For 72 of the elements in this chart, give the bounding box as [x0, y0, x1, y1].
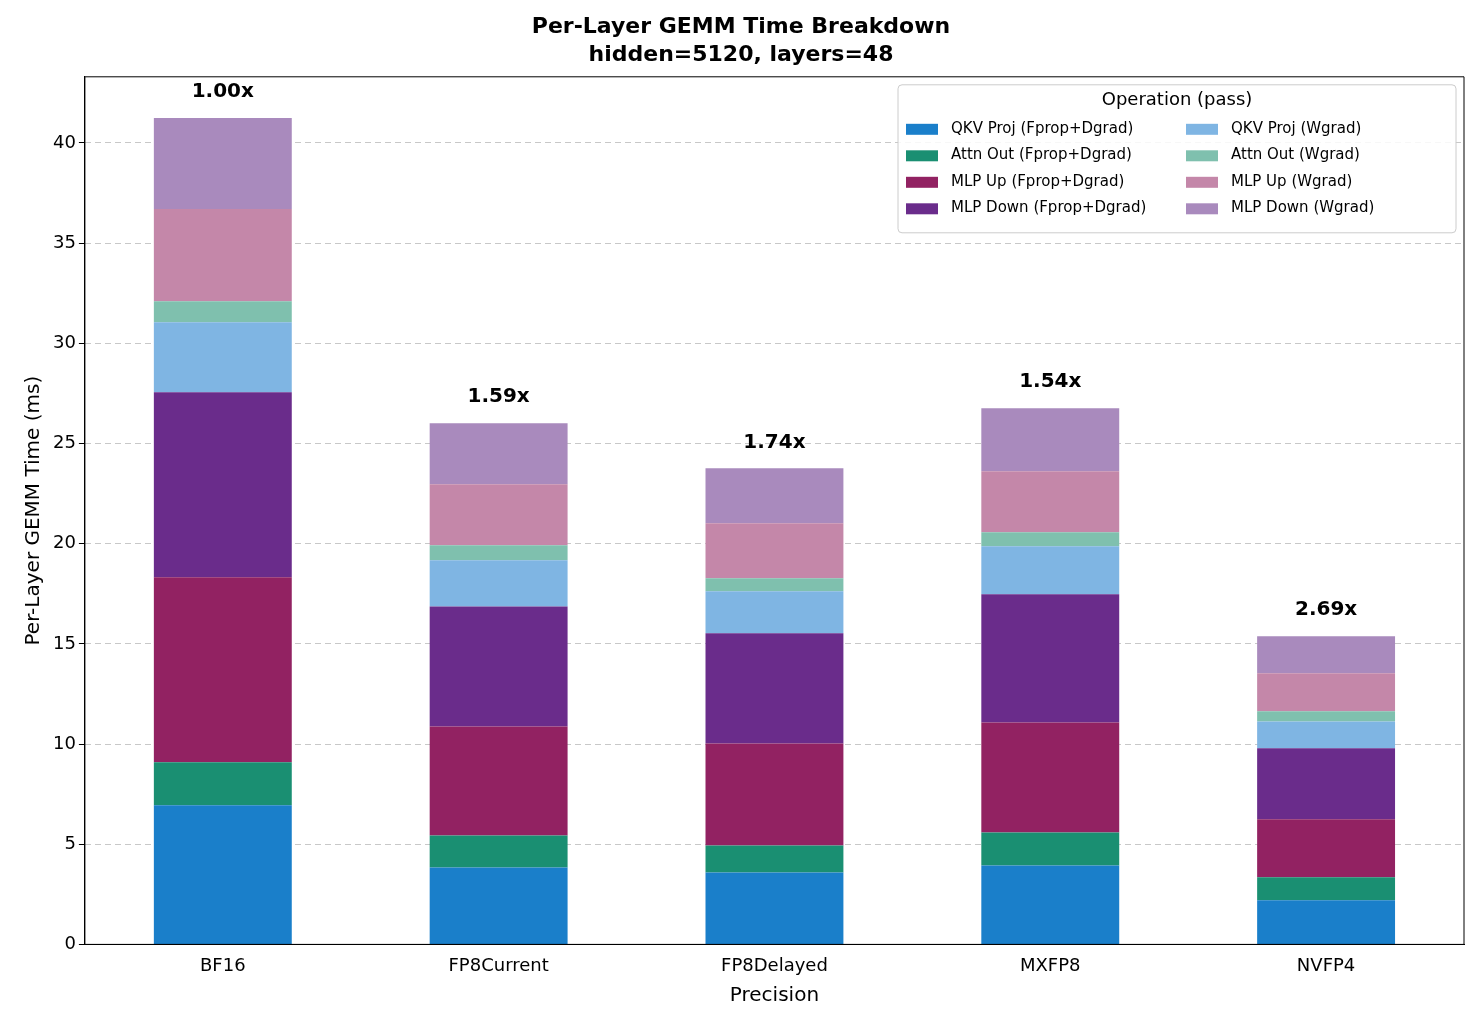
- legend-label: MLP Down (Fprop+Dgrad): [951, 198, 1147, 217]
- y-tick-label: 10: [53, 731, 76, 753]
- bar: [429, 726, 568, 836]
- y-tick-label: 35: [53, 230, 76, 252]
- bar: [429, 867, 568, 944]
- bar: [981, 832, 1120, 866]
- bar: [705, 468, 844, 524]
- x-tick-label: FP8Current: [448, 953, 549, 975]
- y-tick-label: 0: [64, 932, 76, 954]
- bar: [705, 743, 844, 846]
- bar: [705, 591, 844, 634]
- bar: [1257, 711, 1396, 722]
- bar: [981, 546, 1120, 595]
- annotation: 1.59x: [467, 383, 530, 408]
- bar: [429, 835, 568, 868]
- x-axis-title: Precision: [729, 982, 820, 1007]
- bar: [981, 722, 1120, 833]
- bar: [153, 762, 292, 806]
- bar: [1257, 636, 1396, 674]
- legend-label: MLP Up (Fprop+Dgrad): [951, 171, 1125, 190]
- bar: [153, 322, 292, 393]
- legend-title: Operation (pass): [1101, 88, 1253, 110]
- y-tick-label: 40: [53, 130, 76, 152]
- bar: [705, 845, 844, 873]
- bar: [1257, 877, 1396, 901]
- bar: [1257, 721, 1396, 749]
- bar: [981, 408, 1120, 472]
- legend-label: MLP Down (Wgrad): [1231, 198, 1375, 217]
- annotation: 1.54x: [1019, 368, 1082, 393]
- legend-label: MLP Up (Wgrad): [1231, 171, 1353, 190]
- x-tick-label: NVFP4: [1296, 953, 1356, 975]
- y-tick-label: 30: [53, 330, 76, 352]
- legend-label: QKV Proj (Fprop+Dgrad): [951, 118, 1134, 137]
- legend-label: QKV Proj (Wgrad): [1231, 118, 1362, 137]
- bar: [429, 423, 568, 485]
- x-tick-label: FP8Delayed: [721, 953, 828, 975]
- bar: [153, 209, 292, 302]
- bar: [981, 532, 1120, 547]
- bar: [1257, 673, 1396, 712]
- x-tick-label: BF16: [200, 953, 246, 975]
- bar: [1257, 900, 1396, 944]
- bar: [153, 805, 292, 944]
- x-tick-label: MXFP8: [1020, 953, 1081, 975]
- y-tick-label: 15: [53, 631, 76, 653]
- bar: [705, 523, 844, 579]
- bar: [429, 545, 568, 561]
- bar: [153, 301, 292, 323]
- annotation: 1.74x: [743, 428, 806, 453]
- legend-label: Attn Out (Wgrad): [1231, 145, 1360, 164]
- bar: [981, 594, 1120, 723]
- y-tick-label: 20: [53, 531, 76, 553]
- y-tick-label: 5: [64, 831, 76, 853]
- chart-subtitle: hidden=5120, layers=48: [588, 41, 894, 67]
- bar: [153, 392, 292, 578]
- bar: [1257, 819, 1396, 878]
- legend-label: Attn Out (Fprop+Dgrad): [951, 145, 1132, 164]
- bar: [981, 471, 1120, 533]
- bar: [153, 118, 292, 210]
- bar: [1257, 748, 1396, 820]
- annotation: 1.00x: [191, 78, 255, 103]
- annotation: 2.69x: [1294, 596, 1358, 621]
- bar: [153, 577, 292, 763]
- bar: [705, 578, 844, 592]
- y-axis-title: Per-Layer GEMM Time (ms): [20, 375, 45, 646]
- bar: [429, 606, 568, 727]
- bar: [429, 560, 568, 607]
- y-tick-label: 25: [53, 431, 76, 453]
- bar: [429, 484, 568, 546]
- bar: [705, 633, 844, 744]
- chart-title: Per-Layer GEMM Time Breakdown: [531, 12, 951, 38]
- bar: [981, 865, 1120, 944]
- bar: [705, 872, 844, 944]
